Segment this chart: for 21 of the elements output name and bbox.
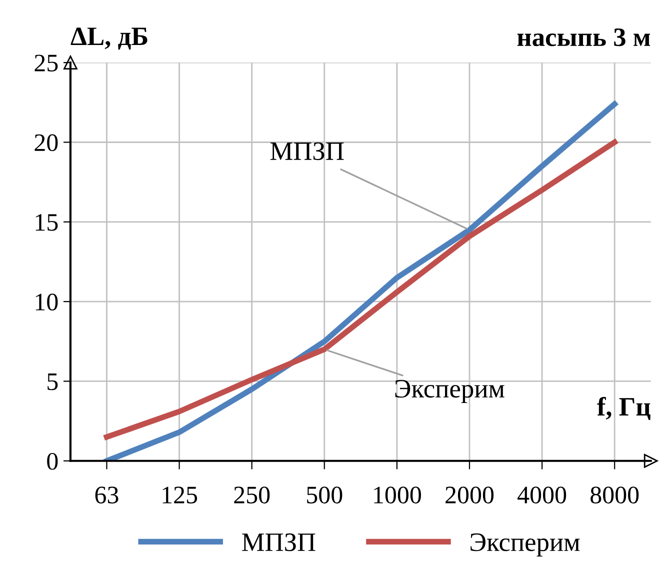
x-tick-label: 4000: [518, 486, 566, 504]
x-tick-label: 125: [162, 486, 198, 504]
x-tick-label: 500: [307, 486, 342, 504]
x-tick-label: 1000: [374, 486, 421, 504]
y-tick-label: 10: [36, 294, 58, 310]
x-axis-title: f, Гц: [597, 396, 650, 420]
chart-title: насыпь 3 м: [517, 28, 650, 46]
y-tick-label: 0: [47, 452, 58, 470]
x-tick-label: 250: [234, 486, 270, 504]
annotation: Эксперим: [395, 380, 504, 403]
legend-label: МПЗП: [242, 533, 316, 552]
x-tick-label: 63: [95, 486, 118, 504]
y-tick-label: 20: [34, 134, 58, 152]
y-tick-label: 15: [36, 214, 58, 231]
legend-label: Эксперим: [470, 533, 580, 557]
y-axis-title: ΔL, дБ: [70, 28, 148, 50]
annotation: МПЗП: [270, 142, 344, 160]
y-tick-label: 25: [34, 54, 58, 72]
y-tick-label: 5: [48, 374, 58, 390]
x-tick-label: 2000: [446, 486, 494, 504]
x-tick-label: 8000: [590, 486, 639, 504]
